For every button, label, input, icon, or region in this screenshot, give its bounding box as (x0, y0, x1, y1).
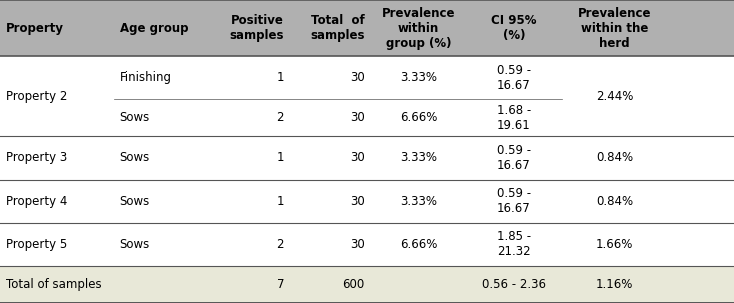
Text: 1: 1 (277, 71, 284, 84)
Text: 1: 1 (277, 152, 284, 165)
Text: 2: 2 (277, 111, 284, 124)
Text: Property: Property (6, 22, 64, 35)
Text: Positive
samples: Positive samples (230, 14, 284, 42)
Text: Sows: Sows (120, 195, 150, 208)
Text: 2.44%: 2.44% (596, 90, 633, 103)
Text: 1: 1 (277, 195, 284, 208)
Text: Total  of
samples: Total of samples (310, 14, 365, 42)
Text: 3.33%: 3.33% (400, 152, 437, 165)
Text: Sows: Sows (120, 238, 150, 251)
Text: 30: 30 (350, 152, 365, 165)
Text: 30: 30 (350, 238, 365, 251)
Text: Property 4: Property 4 (6, 195, 68, 208)
Text: Sows: Sows (120, 152, 150, 165)
Text: 3.33%: 3.33% (400, 195, 437, 208)
Text: 6.66%: 6.66% (400, 238, 437, 251)
Text: Sows: Sows (120, 111, 150, 124)
Text: 1.85 -
21.32: 1.85 - 21.32 (497, 231, 531, 258)
Text: Property 2: Property 2 (6, 90, 68, 103)
Text: 1.16%: 1.16% (596, 278, 633, 291)
Text: 0.56 - 2.36: 0.56 - 2.36 (482, 278, 546, 291)
Text: Total of samples: Total of samples (6, 278, 101, 291)
Text: 1.68 -
19.61: 1.68 - 19.61 (497, 104, 531, 132)
Text: 30: 30 (350, 195, 365, 208)
Text: 6.66%: 6.66% (400, 111, 437, 124)
Text: Age group: Age group (120, 22, 188, 35)
Text: 30: 30 (350, 71, 365, 84)
Text: 0.84%: 0.84% (596, 152, 633, 165)
Text: Prevalence
within the
herd: Prevalence within the herd (578, 7, 652, 49)
Bar (0, 0, 734, 56)
Text: 7: 7 (277, 278, 284, 291)
Text: 600: 600 (343, 278, 365, 291)
Text: CI 95%
(%): CI 95% (%) (491, 14, 537, 42)
Text: 30: 30 (350, 111, 365, 124)
Text: 0.84%: 0.84% (596, 195, 633, 208)
Text: 1.66%: 1.66% (596, 238, 633, 251)
Text: 0.59 -
16.67: 0.59 - 16.67 (497, 64, 531, 92)
Text: 2: 2 (277, 238, 284, 251)
Text: Property 5: Property 5 (6, 238, 67, 251)
Text: 0.59 -
16.67: 0.59 - 16.67 (497, 187, 531, 215)
Text: Prevalence
within
group (%): Prevalence within group (%) (382, 7, 455, 49)
Text: Finishing: Finishing (120, 71, 172, 84)
Text: 0.59 -
16.67: 0.59 - 16.67 (497, 144, 531, 172)
Text: Property 3: Property 3 (6, 152, 67, 165)
Text: 3.33%: 3.33% (400, 71, 437, 84)
Bar (0, 266, 734, 303)
